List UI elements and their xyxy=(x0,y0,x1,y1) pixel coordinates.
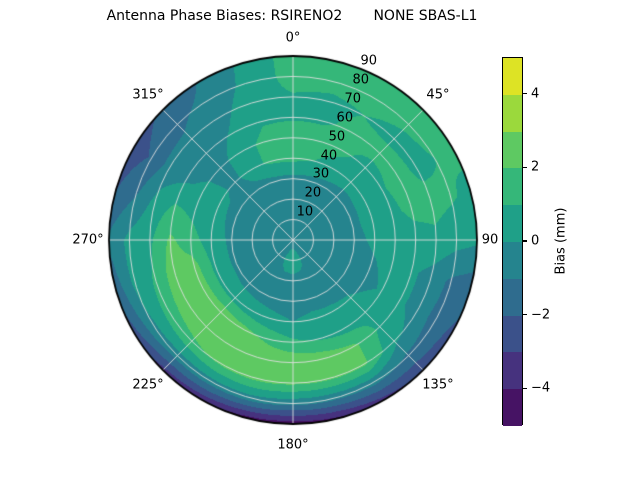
colorbar-segment xyxy=(503,58,522,95)
colorbar-tick xyxy=(523,240,527,242)
colorbar-tick xyxy=(523,314,527,316)
colorbar-segment xyxy=(503,315,522,353)
azimuth-tick-label: 90 xyxy=(481,232,499,248)
colorbar-segment xyxy=(503,131,522,169)
colorbar-segment xyxy=(503,278,522,316)
azimuth-tick-label: 315° xyxy=(132,87,164,103)
colorbar-tick xyxy=(523,166,527,168)
colorbar-tick-label: −4 xyxy=(531,380,551,396)
azimuth-tick-label: 0° xyxy=(285,30,301,46)
radial-tick-label: 50 xyxy=(328,129,346,145)
colorbar-tick-label: −2 xyxy=(531,307,551,323)
azimuth-tick-label: 45° xyxy=(426,87,450,103)
radial-tick-label: 90 xyxy=(360,53,378,69)
colorbar-tick xyxy=(523,387,527,389)
colorbar-segment xyxy=(503,205,522,242)
colorbar-tick-label: 0 xyxy=(531,233,540,249)
chart-title: Antenna Phase Biases: RSIRENO2 NONE SBAS… xyxy=(106,8,478,24)
radial-tick-label: 80 xyxy=(352,72,370,88)
radial-tick-label: 60 xyxy=(336,110,354,126)
radial-tick-label: 30 xyxy=(312,166,330,182)
azimuth-tick-label: 180° xyxy=(277,437,309,453)
colorbar-tick xyxy=(523,93,527,95)
azimuth-tick-label: 225° xyxy=(132,377,164,393)
radial-tick-label: 10 xyxy=(296,204,314,220)
colorbar-segment xyxy=(503,389,522,426)
colorbar-tick-label: 4 xyxy=(531,86,540,102)
azimuth-tick-label: 270° xyxy=(72,232,104,248)
azimuth-tick-label: 135° xyxy=(422,377,454,393)
colorbar-segment xyxy=(503,94,522,132)
colorbar-segment xyxy=(503,241,522,279)
radial-tick-label: 70 xyxy=(344,91,362,107)
colorbar-segment xyxy=(503,352,522,390)
radial-tick-label: 40 xyxy=(320,148,338,164)
colorbar xyxy=(502,57,523,426)
radial-tick-label: 20 xyxy=(304,185,322,201)
colorbar-axis-label: Bias (mm) xyxy=(553,207,569,275)
colorbar-tick-label: 2 xyxy=(531,159,540,175)
colorbar-segment xyxy=(503,168,522,206)
